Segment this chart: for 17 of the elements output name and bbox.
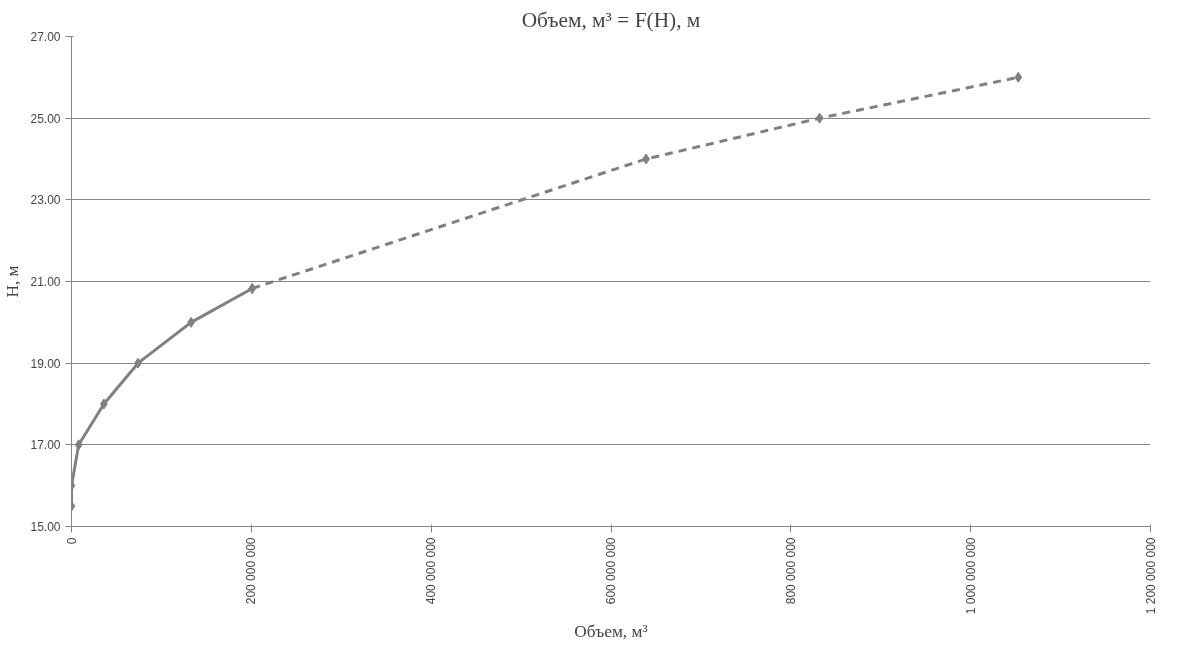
y-tick-label: 25.00 <box>30 111 61 126</box>
y-tick-label: 27.00 <box>30 30 61 44</box>
y-tick-label: 17.00 <box>30 438 61 453</box>
x-tick-label: 200 000 000 <box>244 537 259 605</box>
x-axis-title: Объем, м³ <box>574 622 648 642</box>
y-tick-label: 15.00 <box>30 520 61 534</box>
x-tick-label: 400 000 000 <box>424 537 439 605</box>
x-tick-label: 0 <box>64 537 79 545</box>
y-tick-label: 23.00 <box>30 193 61 208</box>
x-tick-label: 1 000 000 000 <box>963 537 978 615</box>
y-tick-label: 21.00 <box>30 275 61 289</box>
y-tick-label: 19.00 <box>30 356 61 371</box>
x-tick-label: 600 000 000 <box>604 537 618 605</box>
x-tick-label: 800 000 000 <box>783 537 798 605</box>
chart-title: Объем, м³ = F(H), м <box>521 7 701 32</box>
y-axis-title: H, м <box>3 265 23 298</box>
x-tick-label: 1 200 000 000 <box>1143 537 1158 615</box>
